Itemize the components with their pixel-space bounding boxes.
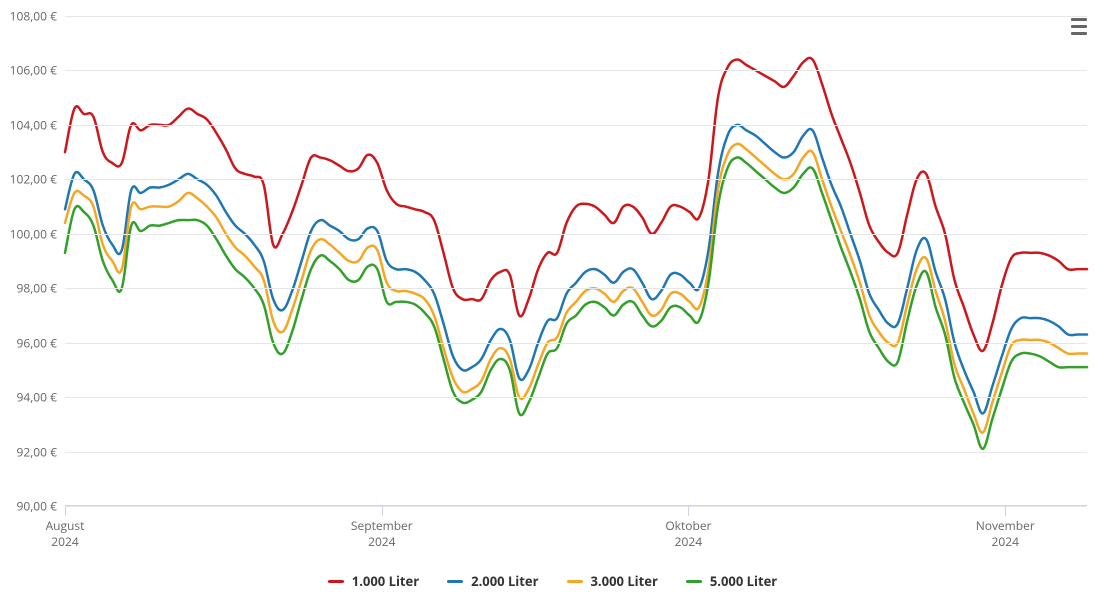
x-axis-label: September2024 bbox=[351, 518, 413, 549]
plot-area: 90,00 €92,00 €94,00 €96,00 €98,00 €100,0… bbox=[65, 16, 1087, 506]
y-axis-label: 104,00 € bbox=[10, 116, 57, 133]
legend-item[interactable]: 2.000 Liter bbox=[447, 572, 538, 590]
legend-swatch bbox=[567, 580, 583, 583]
y-axis-label: 106,00 € bbox=[10, 62, 57, 79]
y-axis-label: 100,00 € bbox=[10, 225, 57, 242]
x-axis-label: November2024 bbox=[976, 518, 1035, 549]
legend-swatch bbox=[328, 580, 344, 583]
x-tick bbox=[382, 506, 383, 516]
gridline bbox=[65, 397, 1087, 398]
y-axis-label: 90,00 € bbox=[16, 498, 57, 515]
gridline bbox=[65, 16, 1087, 17]
legend-label: 1.000 Liter bbox=[352, 572, 419, 590]
x-tick bbox=[1005, 506, 1006, 516]
y-axis-label: 108,00 € bbox=[10, 8, 57, 25]
gridline bbox=[65, 288, 1087, 289]
gridline bbox=[65, 234, 1087, 235]
y-axis-label: 94,00 € bbox=[16, 389, 57, 406]
legend-item[interactable]: 3.000 Liter bbox=[567, 572, 658, 590]
series-line[interactable] bbox=[65, 125, 1087, 414]
gridline bbox=[65, 125, 1087, 126]
y-axis-label: 98,00 € bbox=[16, 280, 57, 297]
line-chart: 90,00 € 92,00 € 94,00 € 96,00 € 98,00 € 100,0… bbox=[0, 0, 1105, 602]
x-tick bbox=[688, 506, 689, 516]
gridline bbox=[65, 506, 1087, 507]
legend-label: 2.000 Liter bbox=[471, 572, 538, 590]
x-tick bbox=[65, 506, 66, 516]
gridline bbox=[65, 343, 1087, 344]
legend-item[interactable]: 1.000 Liter bbox=[328, 572, 419, 590]
legend-swatch bbox=[686, 580, 702, 583]
legend-swatch bbox=[447, 580, 463, 583]
series-lines bbox=[65, 16, 1087, 506]
y-axis-label: 96,00 € bbox=[16, 334, 57, 351]
x-axis-label: August2024 bbox=[46, 518, 85, 549]
legend-item[interactable]: 5.000 Liter bbox=[686, 572, 777, 590]
legend-label: 5.000 Liter bbox=[710, 572, 777, 590]
y-axis-label: 92,00 € bbox=[16, 443, 57, 460]
gridline bbox=[65, 70, 1087, 71]
x-axis-label: Oktober2024 bbox=[665, 518, 711, 549]
series-line[interactable] bbox=[65, 58, 1087, 351]
y-axis-label: 102,00 € bbox=[10, 171, 57, 188]
legend-label: 3.000 Liter bbox=[591, 572, 658, 590]
gridline bbox=[65, 452, 1087, 453]
legend: 1.000 Liter 2.000 Liter 3.000 Liter 5.000 L… bbox=[0, 572, 1105, 590]
gridline bbox=[65, 179, 1087, 180]
